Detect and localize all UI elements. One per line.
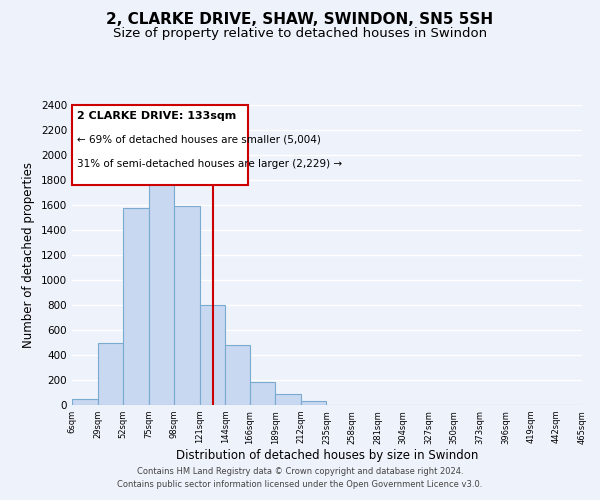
Bar [226, 345, 250, 405]
Text: ← 69% of detached houses are smaller (5,004): ← 69% of detached houses are smaller (5,… [77, 135, 321, 145]
Bar [149, 161, 174, 405]
Text: 31% of semi-detached houses are larger (2,229) →: 31% of semi-detached houses are larger (… [77, 159, 342, 169]
Bar [174, 206, 200, 405]
FancyBboxPatch shape [72, 105, 248, 184]
Bar [275, 394, 301, 405]
Text: 2, CLARKE DRIVE, SHAW, SWINDON, SN5 5SH: 2, CLARKE DRIVE, SHAW, SWINDON, SN5 5SH [106, 12, 494, 28]
X-axis label: Distribution of detached houses by size in Swindon: Distribution of detached houses by size … [176, 450, 478, 462]
Bar [250, 382, 275, 405]
Y-axis label: Number of detached properties: Number of detached properties [22, 162, 35, 348]
Bar [301, 401, 326, 405]
Text: Size of property relative to detached houses in Swindon: Size of property relative to detached ho… [113, 28, 487, 40]
Bar [98, 342, 123, 405]
Text: 2 CLARKE DRIVE: 133sqm: 2 CLARKE DRIVE: 133sqm [77, 111, 236, 121]
Bar [123, 208, 149, 405]
Text: Contains HM Land Registry data © Crown copyright and database right 2024.
Contai: Contains HM Land Registry data © Crown c… [118, 468, 482, 489]
Bar [72, 399, 98, 405]
Bar [200, 305, 226, 405]
